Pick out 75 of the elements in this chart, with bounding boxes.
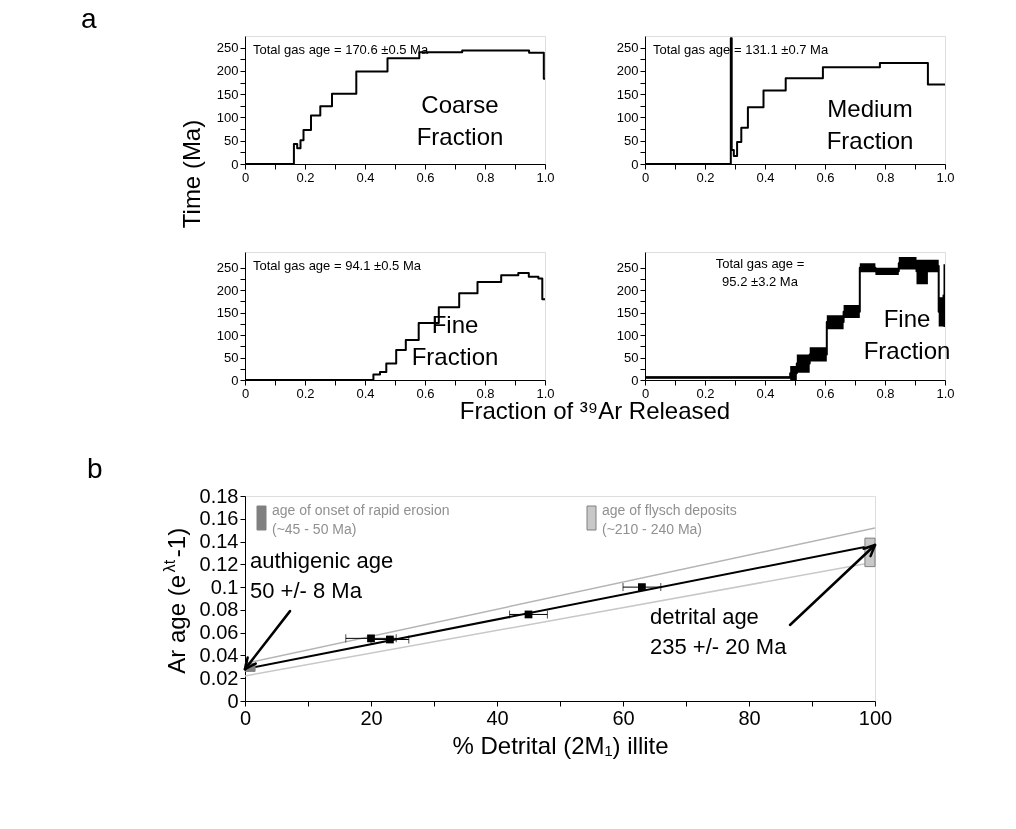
x-tick-label: 0.4 [756,385,775,401]
y-tick-label: 0.08 [199,598,239,621]
x-tick-label: 0.6 [416,169,435,185]
y-tick-label: 50 [624,133,639,149]
annotation: authigenic age 50 +/- 8 Ma [250,548,394,604]
x-tick-label: 0 [641,169,650,185]
annotation: Total gas age = 95.2 ±3.2 Ma [715,256,805,289]
annotation: Total gas age = 94.1 ±0.5 Ma [253,258,422,273]
y-tick-label: 0.18 [199,484,239,507]
y-tick-label: 250 [216,40,239,56]
x-tick-label: 0.8 [876,385,895,401]
annotation: Fine Fraction [863,305,951,365]
x-tick-label: 0.6 [416,385,435,401]
chart-title: a [81,3,97,34]
y-tick-label: 250 [616,260,639,276]
annotation: Coarse Fraction [416,91,504,151]
y-tick-label: 0.02 [199,666,239,689]
y-tick-label: 0.04 [199,643,239,666]
y-tick-label: 0 [631,156,639,172]
x-tick-label: 0.4 [756,169,775,185]
y-tick-label: 250 [216,260,239,276]
x-tick-label: 60 [612,706,635,729]
x-tick-label: 0.4 [356,169,375,185]
x-tick-label: 0.8 [876,169,895,185]
y-tick-label: 0.1 [210,575,239,598]
y-tick-label: 150 [216,86,239,102]
x-tick-label: 1.0 [936,385,955,401]
y-tick-label: 0.16 [199,507,239,530]
y-tick-label: 50 [224,350,239,366]
y-tick-label: 150 [216,305,239,321]
y-tick-label: 0.06 [199,621,239,644]
y-tick-label: 200 [216,282,239,298]
x-tick-label: 0 [241,385,250,401]
annotation: Medium Fraction [826,95,914,155]
x-tick-label: 0.6 [816,169,835,185]
x-tick-label: 0.8 [476,169,495,185]
y-tick-label: 100 [616,327,639,343]
x-tick-label: 0.2 [296,385,315,401]
y-tick-label: 100 [216,109,239,125]
x-tick-label: 0.2 [696,169,715,185]
legend-label: age of onset of rapid erosion (~45 - 50 Ma) [272,502,450,537]
y-tick-label: 0 [231,372,239,388]
y-tick-label: 100 [616,109,639,125]
x-tick-label: 1.0 [536,169,555,185]
x-tick-label: 100 [858,706,893,729]
y-tick-label: 200 [616,282,639,298]
legend-label: age of flysch deposits (~210 - 240 Ma) [602,502,737,537]
x-tick-label: 40 [486,706,509,729]
y-tick-label: 50 [624,350,639,366]
x-tick-label: 0.6 [816,385,835,401]
y-tick-label: 100 [216,327,239,343]
annotation: Total gas age = 131.1 ±0.7 Ma [653,42,829,57]
x-tick-label: 1.0 [936,169,955,185]
chart-title: b [87,453,103,484]
y-tick-label: 0 [631,372,639,388]
y-tick-label: 0 [227,689,239,712]
x-tick-label: 20 [360,706,383,729]
y-tick-label: 0.14 [199,530,239,553]
annotation: detrital age 235 +/- 20 Ma [650,603,788,659]
y-tick-label: 150 [616,305,639,321]
y-axis-title: Time (Ma) [178,119,205,229]
y-tick-label: 0 [231,156,239,172]
x-tick-label: 80 [738,706,761,729]
y-tick-label: 150 [616,86,639,102]
y-tick-label: 200 [216,63,239,79]
y-tick-label: 50 [224,133,239,149]
annotation: Fine Fraction [411,311,499,371]
x-tick-label: 0 [241,169,250,185]
y-tick-label: 250 [616,40,639,56]
y-tick-label: 200 [616,63,639,79]
x-tick-label: 0.4 [356,385,375,401]
y-tick-label: 0.12 [199,552,239,575]
x-tick-label: 0.2 [296,169,315,185]
x-axis-title: % Detrital (2M₁) illite [452,731,669,759]
y-axis-title: Ar age (eλt-1) [161,527,190,674]
